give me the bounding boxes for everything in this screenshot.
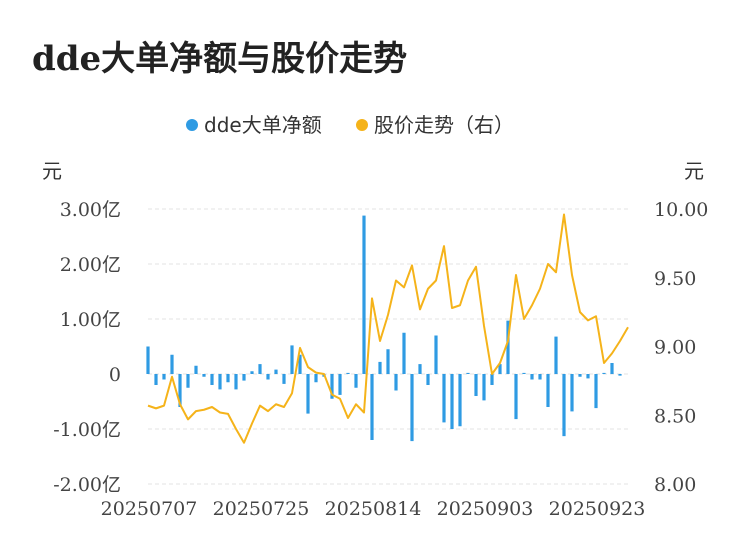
dde-bar (370, 374, 374, 440)
legend: dde大单净额 股价走势（右） (186, 113, 514, 137)
dde-bar (578, 374, 582, 377)
dde-bar (226, 374, 230, 383)
dde-bar (186, 374, 190, 388)
dde-bar (330, 374, 334, 399)
dde-bar-series (146, 215, 622, 442)
dde-bar (274, 369, 278, 374)
legend-swatch-dde (186, 119, 198, 131)
right-tick-label: 9.50 (654, 268, 696, 290)
dde-bar (514, 374, 518, 420)
left-tick-label: -1.00亿 (53, 419, 121, 441)
dde-bar (266, 374, 270, 380)
dde-bar (202, 374, 206, 377)
dde-bar (146, 346, 150, 374)
dde-bar (570, 374, 574, 412)
dde-bar (482, 374, 486, 401)
dde-bar (546, 374, 550, 407)
dde-bar (298, 354, 302, 374)
dde-bar (418, 364, 422, 374)
dde-bar (378, 361, 382, 374)
dde-bar (530, 374, 534, 380)
dde-bar (466, 372, 470, 374)
dde-bar (450, 374, 454, 429)
right-tick-label: 8.50 (654, 405, 696, 427)
dde-bar (618, 374, 622, 376)
dde-bar (314, 374, 318, 383)
dde-bar (394, 374, 398, 391)
dde-bar (434, 335, 438, 374)
dde-bar (458, 374, 462, 427)
dde-bar (594, 374, 598, 409)
dde-bar (402, 332, 406, 374)
legend-swatch-price (356, 119, 368, 131)
x-tick-label: 20250814 (325, 498, 422, 520)
dde-bar (386, 349, 390, 374)
dde-bar (490, 374, 494, 385)
dde-bar (474, 374, 478, 396)
dde-bar (538, 374, 542, 380)
dde-bar (554, 336, 558, 374)
left-tick-label: 2.00亿 (60, 254, 121, 276)
dde-bar (562, 374, 566, 437)
dde-bar (234, 374, 238, 390)
right-axis-ticks: 10.00 9.50 9.00 8.50 8.00 (654, 199, 708, 496)
dde-bar (522, 372, 526, 374)
dde-bar (426, 374, 430, 385)
left-tick-label: 0 (109, 364, 121, 386)
dde-bar (178, 374, 182, 407)
dde-bar (242, 374, 246, 381)
dde-bar (346, 372, 350, 374)
left-axis-unit: 元 (42, 159, 62, 183)
dde-bar (218, 374, 222, 390)
right-tick-label: 8.00 (654, 474, 696, 496)
dde-bar (154, 374, 158, 385)
price-line-series (147, 213, 629, 444)
dde-bar (250, 371, 254, 374)
dde-bar (290, 345, 294, 374)
right-tick-label: 9.00 (654, 337, 696, 359)
left-axis-ticks: 3.00亿 2.00亿 1.00亿 0 -1.00亿 -2.00亿 (53, 199, 121, 496)
right-tick-label: 10.00 (654, 199, 708, 221)
dde-bar (282, 374, 286, 384)
left-tick-label: 3.00亿 (60, 199, 121, 221)
left-tick-label: -2.00亿 (53, 474, 121, 496)
dde-bar (362, 215, 366, 374)
dde-bar (610, 363, 614, 374)
x-tick-label: 20250725 (213, 498, 310, 520)
dde-bar (306, 374, 310, 414)
dde-bar (506, 320, 510, 374)
dde-bar (210, 374, 214, 385)
x-tick-label: 20250903 (437, 498, 534, 520)
dde-bar (410, 374, 414, 442)
dde-bar (162, 374, 166, 380)
legend-label-price: 股价走势（右） (374, 113, 514, 137)
dde-bar (170, 354, 174, 374)
legend-label-dde: dde大单净额 (204, 113, 322, 137)
dde-bar (258, 364, 262, 374)
right-axis-unit: 元 (684, 159, 704, 183)
dde-bar (442, 374, 446, 423)
dde-bar (338, 374, 342, 395)
chart-title: dde大单净额与股价走势 (32, 39, 407, 79)
price-line (147, 213, 629, 444)
dde-bar (602, 372, 606, 374)
dde-bar (586, 374, 590, 379)
x-axis-ticks: 20250707 20250725 20250814 20250903 20250923 (101, 498, 646, 520)
x-tick-label: 20250707 (101, 498, 198, 520)
dde-bar (354, 374, 358, 388)
left-tick-label: 1.00亿 (60, 309, 121, 331)
x-tick-label: 20250923 (549, 498, 646, 520)
dde-bar (194, 365, 198, 374)
dde-bar (498, 364, 502, 374)
